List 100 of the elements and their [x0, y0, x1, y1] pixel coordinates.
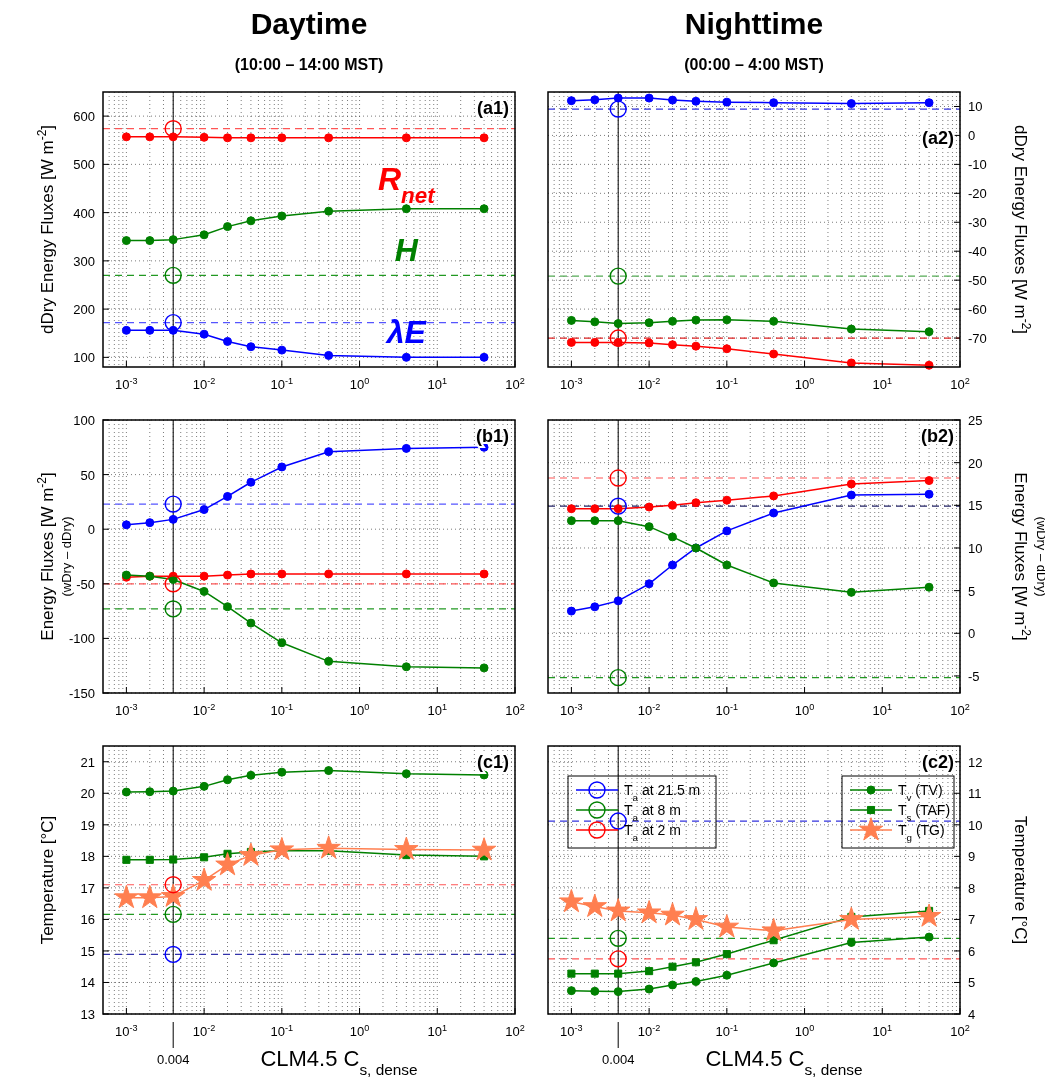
x-tick-label: 10$^{1}$	[872, 1023, 893, 1039]
y-tick-label: 0	[968, 128, 976, 144]
y-tick-label: 600	[73, 109, 95, 125]
x-tick-label: 10$^{-1}$	[270, 376, 294, 392]
chart-title: Daytime	[250, 7, 368, 40]
annotation: (c2)	[921, 752, 954, 772]
x-tick-label: 10$^{-1}$	[270, 1023, 294, 1039]
annotation: (b1)	[476, 426, 509, 446]
x-tick-label: 10$^{2}$	[505, 1023, 525, 1039]
x-tick-label: 10$^{-2}$	[192, 1023, 216, 1039]
x-tick-label: 10$^{-3}$	[560, 702, 583, 718]
y-tick-label: 10	[968, 817, 983, 833]
x-tick-label: 10$^{-1}$	[715, 376, 739, 392]
x-tick-label: 10$^{0}$	[349, 1023, 370, 1039]
y-tick-label: 10	[968, 540, 983, 556]
legend-label: T$_{g}$ (TG)	[898, 822, 945, 843]
y-axis-title: Temperature [°C]	[38, 815, 57, 945]
x-tick-label: 10$^{-2}$	[192, 376, 216, 392]
y-tick-label: 0	[87, 522, 95, 538]
legend-label: T$_{a}$ at 21.5 m	[624, 782, 701, 803]
y-tick-label: 50	[80, 467, 95, 483]
x-tick-label: 10$^{-3}$	[115, 1023, 138, 1039]
y-tick-label: 16	[80, 912, 95, 928]
x-tick-label: 10$^{0}$	[794, 376, 815, 392]
x-tick-label: 10$^{1}$	[872, 702, 893, 718]
x-tick-label: 10$^{-1}$	[715, 1023, 739, 1039]
x-tick-label: 10$^{-3}$	[560, 1023, 583, 1039]
y-tick-label: 5	[968, 583, 976, 599]
series-label: H	[394, 231, 419, 268]
x-tick-label: 10$^{-2}$	[637, 1023, 661, 1039]
x-tick-label: 10$^{2}$	[950, 376, 970, 392]
x-tick-label: 10$^{2}$	[505, 702, 525, 718]
y-tick-label: 13	[80, 1007, 95, 1022]
annotation: (a1)	[476, 98, 509, 118]
ref-line-label: 0.004	[601, 1052, 635, 1067]
series-label: λE	[384, 314, 428, 351]
y-tick-label: 100	[73, 413, 95, 428]
y-tick-label: 25	[968, 413, 983, 428]
x-tick-label: 10$^{-2}$	[637, 702, 661, 718]
y-tick-label: -70	[968, 331, 987, 347]
y-tick-label: -100	[68, 631, 95, 647]
y-tick-label: 10	[968, 99, 983, 115]
x-tick-label: 10$^{0}$	[349, 376, 370, 392]
y-tick-label: 9	[968, 849, 976, 865]
annotation: (c1)	[476, 752, 509, 772]
x-tick-label: 10$^{-1}$	[270, 702, 294, 718]
x-tick-label: 10$^{1}$	[427, 702, 448, 718]
y-tick-label: -50	[968, 273, 987, 289]
y-tick-label: -20	[968, 186, 987, 202]
x-tick-label: 10$^{0}$	[349, 702, 370, 718]
y-tick-label: 0	[968, 626, 976, 642]
x-tick-label: 10$^{2}$	[505, 376, 525, 392]
y-tick-label: -10	[968, 157, 987, 173]
y-tick-label: 8	[968, 880, 976, 896]
x-tick-label: 10$^{-2}$	[192, 702, 216, 718]
annotation: (a2)	[921, 128, 954, 148]
y-tick-label: 20	[80, 786, 95, 802]
legend-label: T$_{s}$ (TAF)	[898, 802, 951, 823]
chart-subtitle: (00:00 – 4:00 MST)	[684, 56, 824, 73]
y-tick-label: 11	[968, 786, 982, 802]
x-tick-label: 10$^{0}$	[794, 702, 815, 718]
y-tick-label: 400	[73, 205, 95, 221]
y-tick-label: -40	[968, 244, 987, 260]
y-tick-label: 5	[968, 975, 976, 991]
legend-label: T$_{a}$ at 2 m	[624, 822, 681, 843]
y-tick-label: 20	[968, 455, 983, 471]
y-tick-label: 500	[73, 157, 95, 173]
y-tick-label: -5	[968, 668, 980, 684]
x-tick-label: 10$^{-3}$	[560, 376, 583, 392]
y-tick-label: 6	[968, 943, 976, 959]
legend-label: T$_{a}$ at 8 m	[624, 802, 681, 823]
y-tick-label: 17	[80, 880, 95, 896]
y-tick-label: -30	[968, 215, 987, 231]
y-tick-label: 7	[968, 912, 976, 928]
y-tick-label: 200	[73, 302, 95, 318]
y-tick-label: 14	[80, 975, 95, 991]
x-tick-label: 10$^{-1}$	[715, 702, 739, 718]
x-tick-label: 10$^{1}$	[872, 376, 893, 392]
y-tick-label: 4	[968, 1007, 976, 1022]
x-axis-title: CLM4.5 C$_{s, dense}$	[705, 1046, 863, 1078]
x-tick-label: 10$^{2}$	[950, 702, 970, 718]
x-tick-label: 10$^{-2}$	[637, 376, 661, 392]
y-tick-label: 15	[80, 943, 95, 959]
chart-subtitle: (10:00 – 14:00 MST)	[234, 56, 384, 73]
x-tick-label: 10$^{2}$	[950, 1023, 970, 1039]
y-tick-label: -60	[968, 302, 987, 318]
y-tick-label: -150	[68, 686, 95, 701]
x-tick-label: 10$^{1}$	[427, 1023, 448, 1039]
chart-title: Nighttime	[684, 7, 824, 40]
y-tick-label: 12	[968, 754, 983, 770]
annotation: (b2)	[921, 426, 954, 446]
ref-line-label: 0.004	[156, 1052, 190, 1067]
series-label: R$_{net}$	[378, 160, 437, 208]
y-tick-label: 21	[80, 754, 95, 770]
y-tick-label: 15	[968, 498, 983, 514]
x-tick-label: 10$^{-3}$	[115, 702, 138, 718]
legend-label: T$_{v}$ (TV)	[898, 782, 943, 803]
y-tick-label: 300	[73, 253, 95, 269]
x-axis-title: CLM4.5 C$_{s, dense}$	[260, 1046, 418, 1078]
x-tick-label: 10$^{1}$	[427, 376, 448, 392]
